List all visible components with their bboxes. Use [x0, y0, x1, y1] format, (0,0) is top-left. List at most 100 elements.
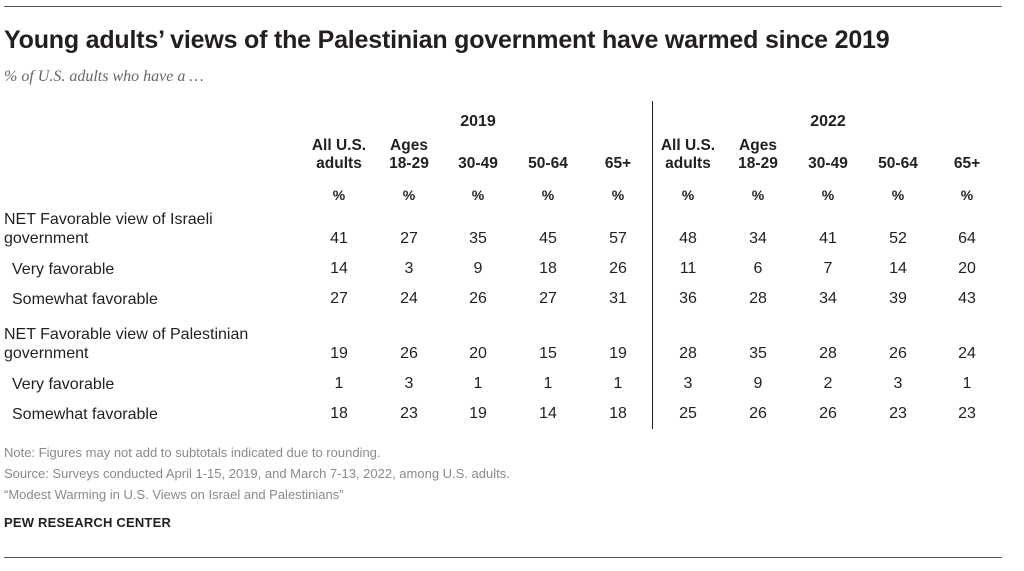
table-cell: 27: [330, 290, 348, 307]
table-cell: 1: [543, 375, 553, 392]
column-header-line2: 50-64: [528, 155, 568, 172]
table-cell: 26: [889, 345, 907, 362]
year-header-2022: 2022: [810, 113, 846, 130]
table-cell: 24: [400, 290, 418, 307]
table-cell: 45: [539, 230, 557, 247]
column-header: Ages 18-29: [722, 137, 794, 173]
percent-unit-label: %: [471, 187, 485, 203]
percent-unit-label: %: [402, 187, 416, 203]
table-cell: 7: [823, 260, 833, 277]
column-header: 50-64: [862, 155, 934, 173]
table-cell: 35: [469, 230, 487, 247]
percent-unit-label: %: [681, 187, 695, 203]
column-header: All U.S. adults: [652, 137, 724, 173]
table-cell: 3: [893, 375, 903, 392]
footnote-note: Note: Figures may not add to subtotals i…: [4, 445, 381, 460]
table-cell: 3: [404, 260, 414, 277]
percent-unit-label: %: [751, 187, 765, 203]
table-cell: 43: [958, 290, 976, 307]
table-cell: 27: [539, 290, 557, 307]
table-cell: 1: [334, 375, 344, 392]
column-header: 65+: [582, 155, 654, 173]
column-header-line1: All U.S.: [311, 137, 367, 154]
chart-title: Young adults’ views of the Palestinian g…: [4, 26, 890, 54]
percent-unit-label: %: [960, 187, 974, 203]
table-cell: 39: [889, 290, 907, 307]
table-cell: 23: [400, 405, 418, 422]
column-header: 65+: [931, 155, 1003, 173]
row-label: Somewhat favorable: [12, 291, 158, 308]
table-cell: 20: [958, 260, 976, 277]
table-cell: 36: [679, 290, 697, 307]
row-label: Very favorable: [12, 376, 115, 393]
row-label: NET Favorable view of Palestinian govern…: [4, 326, 249, 362]
table-cell: 28: [679, 345, 697, 362]
column-header-line2: 30-49: [808, 155, 848, 172]
percent-unit-label: %: [611, 187, 625, 203]
table-cell: 24: [958, 345, 976, 362]
table-cell: 35: [749, 345, 767, 362]
table-cell: 1: [962, 375, 972, 392]
table-cell: 25: [679, 405, 697, 422]
table-cell: 27: [400, 230, 418, 247]
table-cell: 6: [753, 260, 763, 277]
table-cell: 1: [613, 375, 623, 392]
column-header-line2: 18-29: [389, 155, 429, 172]
row-label: Somewhat favorable: [12, 406, 158, 423]
table-cell: 64: [958, 230, 976, 247]
table-cell: 28: [819, 345, 837, 362]
column-header-line1: Ages: [390, 137, 428, 154]
column-header-line2: 30-49: [458, 155, 498, 172]
column-header: Ages 18-29: [373, 137, 445, 173]
table-cell: 19: [330, 345, 348, 362]
brand-label: PEW RESEARCH CENTER: [4, 515, 172, 530]
table-cell: 1: [473, 375, 483, 392]
table-cell: 14: [889, 260, 907, 277]
table-cell: 9: [753, 375, 763, 392]
table-cell: 3: [683, 375, 693, 392]
table-cell: 14: [330, 260, 348, 277]
column-header-line2: 65+: [604, 155, 632, 172]
table-cell: 9: [473, 260, 483, 277]
row-label: Very favorable: [12, 261, 115, 278]
table-cell: 41: [330, 230, 348, 247]
column-header-line2: 18-29: [738, 155, 778, 172]
column-header-line2: adults: [316, 155, 362, 172]
footnote-report: “Modest Warming in U.S. Views on Israel …: [4, 487, 344, 502]
table-cell: 15: [539, 345, 557, 362]
column-header-line2: 50-64: [878, 155, 918, 172]
table-cell: 26: [819, 405, 837, 422]
table-cell: 2: [823, 375, 833, 392]
column-header: 30-49: [792, 155, 864, 173]
table-cell: 28: [749, 290, 767, 307]
table-cell: 34: [819, 290, 837, 307]
table-cell: 23: [958, 405, 976, 422]
percent-unit-label: %: [891, 187, 905, 203]
column-header: All U.S. adults: [303, 137, 375, 173]
bottom-rule: [4, 557, 1002, 558]
column-header: 50-64: [512, 155, 584, 173]
column-header-line1: All U.S.: [660, 137, 716, 154]
percent-unit-label: %: [541, 187, 555, 203]
year-divider: [652, 101, 653, 429]
table-cell: 19: [609, 345, 627, 362]
column-header-line2: 65+: [953, 155, 981, 172]
table-cell: 57: [609, 230, 627, 247]
percent-unit-label: %: [821, 187, 835, 203]
table-cell: 18: [330, 405, 348, 422]
column-header-line1: Ages: [739, 137, 777, 154]
table-cell: 26: [749, 405, 767, 422]
footnote-source: Source: Surveys conducted April 1-15, 20…: [4, 466, 510, 481]
percent-unit-label: %: [332, 187, 346, 203]
column-header: 30-49: [442, 155, 514, 173]
table-cell: 34: [749, 230, 767, 247]
table-cell: 20: [469, 345, 487, 362]
table-cell: 18: [539, 260, 557, 277]
table-cell: 19: [469, 405, 487, 422]
table-cell: 41: [819, 230, 837, 247]
table-cell: 18: [609, 405, 627, 422]
year-header-2019: 2019: [460, 113, 496, 130]
table-cell: 26: [400, 345, 418, 362]
chart-subtitle: % of U.S. adults who have a …: [4, 68, 204, 85]
table-cell: 23: [889, 405, 907, 422]
